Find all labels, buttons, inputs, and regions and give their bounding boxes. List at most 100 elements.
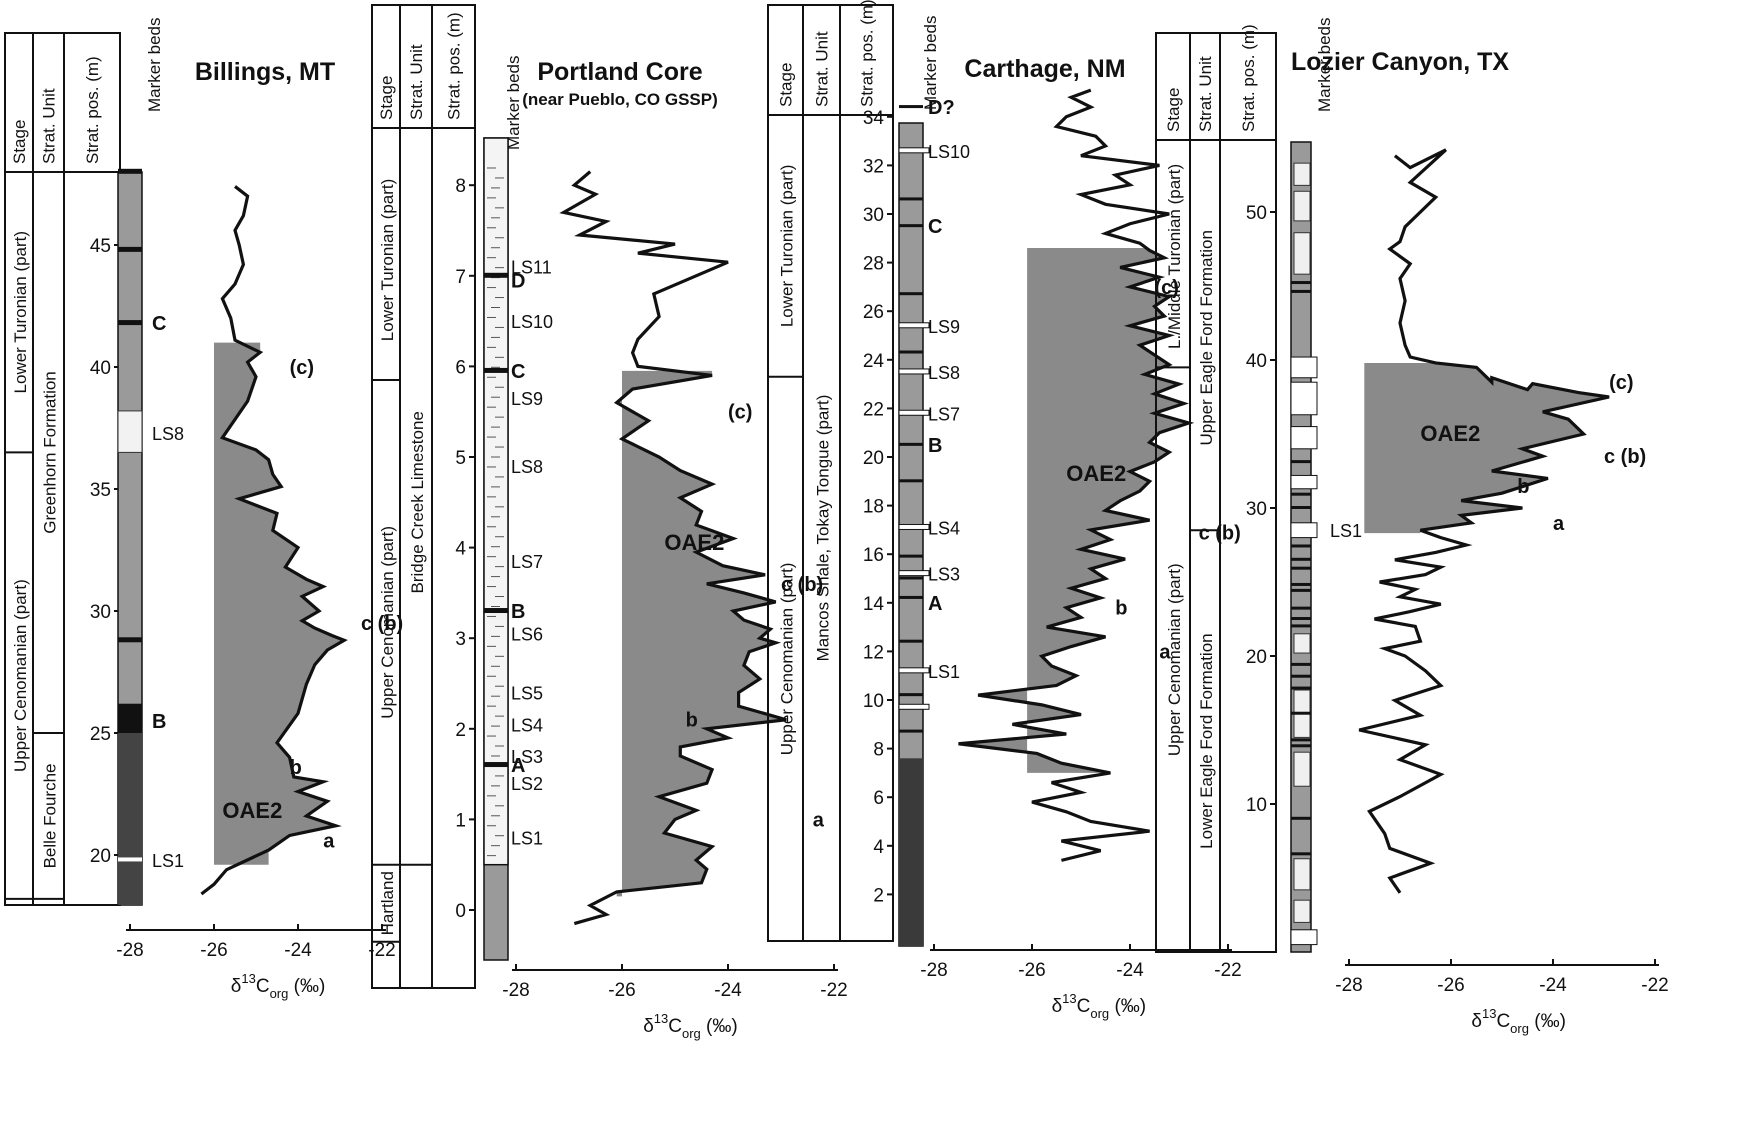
xlabel-unit: (‰) — [1529, 1011, 1566, 1032]
oae2-label: OAE2 — [1066, 461, 1126, 486]
y-tick-label: 14 — [863, 594, 885, 615]
curve-annotation: b — [686, 710, 698, 732]
litho-marl — [1293, 190, 1311, 222]
y-tick-label: 35 — [90, 480, 111, 501]
marker-bed-label: LS8 — [152, 424, 184, 444]
stage-label: L./Middle Turonian (part) — [1165, 164, 1184, 349]
y-tick-label: 25 — [90, 724, 111, 745]
stage-label: Lower Turonian (part) — [378, 179, 397, 342]
litho-limestone — [1290, 426, 1318, 450]
litho-bed — [1291, 674, 1311, 678]
xlabel-unit: (‰) — [1109, 996, 1146, 1017]
y-tick-label: 50 — [1246, 203, 1267, 224]
unit-label: Mancos Shale, Tokay Tongue (part) — [814, 395, 833, 662]
xlabel-sub: org — [270, 986, 289, 1001]
marker-bed-label: A — [928, 593, 942, 615]
litho-bed — [1291, 588, 1311, 592]
litho-limestone — [1290, 356, 1318, 379]
litho-bed — [899, 639, 923, 643]
marker-bed-label: LS4 — [511, 715, 543, 735]
isotope-curve — [200, 185, 348, 896]
litho-bed — [1291, 506, 1311, 509]
litho-limestone — [898, 147, 930, 154]
xlabel-c: C — [256, 976, 270, 997]
marker-bed-label: LS3 — [511, 747, 543, 767]
xlabel-sup: 13 — [241, 971, 255, 986]
marker-bed-label: LS6 — [511, 625, 543, 645]
marker-bed-label: LS11 — [511, 258, 552, 278]
xlabel-c: C — [1496, 1011, 1510, 1032]
x-tick-label: -22 — [1214, 960, 1241, 981]
marker-bed-label: LS7 — [511, 552, 543, 572]
xlabel-delta: δ — [231, 976, 242, 997]
isotope-curve — [559, 170, 787, 926]
curve-annotation: a — [1159, 641, 1171, 663]
y-tick-label: 6 — [873, 788, 884, 809]
header-marker-beds: Marker beds — [504, 56, 523, 150]
litho-bed — [899, 350, 923, 354]
header-strat-pos: Strat. pos. (m) — [858, 0, 877, 107]
litho-bed — [899, 693, 923, 697]
litho-bed — [1291, 606, 1311, 610]
litho-bed — [118, 168, 142, 174]
section-2: Stage Strat. Unit Strat. pos. (m) Marker be… — [767, 0, 1242, 1021]
marker-bed-label: LS9 — [511, 389, 543, 409]
marker-bed-label: LS1 — [1330, 521, 1362, 541]
litho-bed — [899, 729, 923, 733]
y-tick-label: 34 — [863, 108, 885, 129]
marker-bed-label: LS2 — [511, 774, 543, 794]
litho-bed — [484, 272, 508, 278]
xlabel-sub: org — [682, 1026, 701, 1041]
unit-label: Greenhorn Formation — [41, 371, 60, 534]
y-tick-label: 0 — [455, 901, 466, 922]
y-tick-label: 26 — [863, 302, 884, 323]
x-axis-label: δ13Corg (‰) — [643, 1011, 738, 1041]
curve-annotation: (c) — [290, 357, 314, 379]
y-tick-label: 40 — [90, 358, 111, 379]
xlabel-delta: δ — [643, 1016, 654, 1037]
oae2-shaded-area — [616, 370, 787, 897]
locality-title: Portland Core — [537, 58, 702, 86]
header-stage: Stage — [10, 120, 29, 164]
litho-limestone — [117, 410, 143, 453]
x-tick-label: -28 — [116, 940, 143, 961]
litho-limestone — [898, 368, 930, 375]
locality-title: Lozier Canyon, TX — [1291, 48, 1509, 76]
y-tick-label: 20 — [90, 846, 111, 867]
litho-bed — [1291, 281, 1311, 285]
litho-limestone — [1290, 474, 1318, 490]
litho-marl — [1293, 633, 1311, 654]
litho-bed — [118, 703, 142, 733]
litho-limestone — [898, 409, 930, 416]
litho-marl — [1293, 162, 1311, 186]
litho-limestone — [898, 570, 930, 577]
litho-bed — [1291, 624, 1311, 628]
stage-label: Hartland — [378, 871, 397, 935]
y-tick-label: 4 — [873, 837, 884, 858]
header-strat-unit: Strat. Unit — [813, 31, 832, 107]
xlabel-sup: 13 — [1062, 991, 1076, 1006]
litho-bed — [899, 554, 923, 558]
xlabel-sup: 13 — [1482, 1006, 1496, 1021]
header-strat-unit: Strat. Unit — [1196, 56, 1215, 132]
x-tick-label: -24 — [1116, 960, 1144, 981]
litho-bed — [899, 224, 923, 228]
y-tick-label: 12 — [863, 642, 884, 663]
marker-bed-label: A — [511, 755, 525, 777]
litho-bed — [899, 576, 923, 580]
x-tick-label: -28 — [502, 980, 529, 1001]
litho-bed — [899, 105, 923, 109]
header-stage: Stage — [777, 63, 796, 107]
litho-bed — [1291, 460, 1311, 464]
xlabel-c: C — [668, 1016, 682, 1037]
litho-bed — [1291, 744, 1311, 748]
marker-bed-label: LS4 — [928, 518, 960, 538]
header-strat-pos: Strat. pos. (m) — [445, 12, 464, 120]
litho-bed — [1291, 617, 1311, 620]
marker-bed-label: LS3 — [928, 565, 960, 585]
header-strat-pos: Strat. pos. (m) — [1239, 24, 1258, 132]
oae2-label: OAE2 — [222, 798, 282, 823]
xlabel-delta: δ — [1052, 996, 1063, 1017]
litho-bed — [118, 637, 142, 643]
